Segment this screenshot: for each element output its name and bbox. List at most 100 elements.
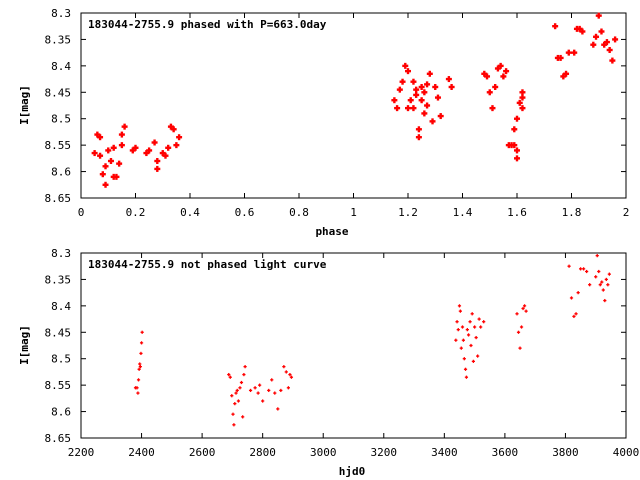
unphased-data-point: [236, 399, 241, 403]
unphased-x-tick-label: 2200: [68, 446, 95, 459]
unphased-data-point: [521, 306, 525, 311]
unphased-data-point: [136, 378, 141, 382]
unphased-data-point: [603, 298, 607, 303]
unphased-data-point: [137, 367, 141, 371]
phased-data-point: [445, 76, 452, 83]
unphased-data-point: [235, 388, 239, 393]
unphased-data-point: [516, 330, 521, 334]
unphased-data-point: [518, 346, 522, 350]
unphased-data-point: [522, 304, 527, 308]
unphased-data-point: [600, 280, 604, 284]
phased-data-point: [102, 181, 109, 188]
unphased-data-point: [569, 296, 574, 300]
phased-x-tick-label: 0.6: [235, 206, 255, 219]
unphased-data-point: [595, 254, 599, 258]
phased-panel: 183044-2755.9 phased with P=663.0day pha…: [18, 7, 629, 238]
unphased-data-point: [572, 314, 576, 319]
phased-data-point: [595, 12, 602, 19]
unphased-data-point: [288, 372, 292, 377]
unphased-data-point: [135, 386, 139, 390]
unphased-data-point: [474, 335, 478, 340]
unphased-x-tick-label: 2400: [128, 446, 155, 459]
unphased-data-point: [477, 317, 481, 321]
phased-data-point: [118, 142, 125, 149]
phased-data-point: [97, 152, 104, 159]
phased-y-tick-label: 8.55: [45, 139, 72, 152]
phased-data-point: [519, 89, 526, 96]
unphased-data-point: [466, 333, 471, 337]
unphased-data-point: [582, 267, 586, 271]
phased-data-point: [132, 144, 139, 151]
unphased-data-point: [574, 312, 578, 316]
phased-data-points: [91, 12, 619, 188]
phased-data-point: [503, 68, 510, 75]
phased-data-point: [603, 39, 610, 46]
phased-data-point: [565, 49, 572, 56]
unphased-data-point: [241, 415, 245, 419]
unphased-data-point: [253, 386, 257, 390]
unphased-data-point: [604, 277, 608, 282]
phased-data-point: [176, 134, 183, 141]
phased-data-point: [105, 147, 112, 154]
unphased-data-point: [456, 328, 460, 332]
unphased-data-point: [267, 388, 271, 393]
phased-data-point: [519, 105, 526, 112]
unphased-data-point: [606, 283, 610, 287]
unphased-data-point: [607, 272, 611, 276]
phased-data-point: [434, 94, 441, 101]
unphased-x-axis-label: hjd0: [339, 465, 366, 478]
unphased-data-point: [138, 365, 142, 369]
phased-y-tick-label: 8.45: [45, 86, 72, 99]
phased-data-point: [162, 152, 169, 159]
phased-data-point: [426, 70, 433, 77]
phased-data-point: [424, 102, 431, 109]
unphased-data-point: [515, 312, 519, 316]
phased-x-tick-label: 1.8: [562, 206, 582, 219]
phased-data-point: [432, 84, 439, 90]
unphased-y-tick-label: 8.35: [45, 273, 72, 286]
unphased-plot-frame: [80, 252, 627, 439]
unphased-y-tick-label: 8.55: [45, 379, 72, 392]
phased-y-tick-label: 8.5: [51, 113, 71, 126]
phased-data-point: [424, 81, 431, 88]
unphased-data-point: [228, 375, 232, 379]
unphased-y-tick-label: 8.6: [51, 406, 71, 419]
unphased-data-point: [139, 341, 144, 345]
phased-x-tick-label: 1.2: [398, 206, 418, 219]
unphased-data-point: [588, 283, 592, 287]
phased-data-point: [91, 150, 98, 157]
unphased-x-tick-label: 3000: [310, 446, 337, 459]
phased-data-point: [165, 144, 172, 151]
unphased-data-point: [464, 375, 469, 379]
unphased-data-point: [473, 325, 477, 329]
phased-x-tick-label: 1.4: [453, 206, 473, 219]
phased-data-point: [429, 118, 436, 125]
phased-data-point: [154, 165, 161, 172]
unphased-y-tick-label: 8.3: [51, 247, 71, 260]
phased-data-point: [410, 105, 417, 112]
unphased-data-point: [256, 391, 260, 395]
phased-data-point: [113, 173, 120, 180]
phased-data-point: [571, 49, 578, 56]
phased-data-point: [121, 123, 128, 130]
unphased-data-point: [234, 391, 238, 395]
phased-data-point: [173, 142, 180, 149]
phased-data-point: [99, 171, 106, 178]
unphased-data-point: [460, 325, 465, 329]
phased-axis-ticks: 0 0.2 0.4 0.6 0.8 1 1.2 1.4 1.6 1.8 2 8.3 8.35 8.4 8.4…: [45, 7, 630, 219]
unphased-data-point: [585, 269, 589, 274]
phased-data-point: [421, 89, 428, 96]
unphased-x-tick-label: 2800: [249, 446, 276, 459]
unphased-data-point: [136, 391, 140, 395]
phased-data-point: [415, 126, 422, 133]
unphased-y-tick-label: 8.5: [51, 353, 71, 366]
unphased-data-point: [454, 338, 458, 342]
phased-data-point: [511, 142, 518, 149]
phased-data-point: [590, 41, 597, 48]
phased-data-point: [413, 91, 420, 98]
phased-data-point: [146, 147, 153, 154]
unphased-data-point: [258, 383, 262, 387]
phased-data-point: [489, 105, 496, 112]
phased-data-point: [514, 115, 520, 122]
phased-x-tick-label: 1: [350, 206, 357, 219]
